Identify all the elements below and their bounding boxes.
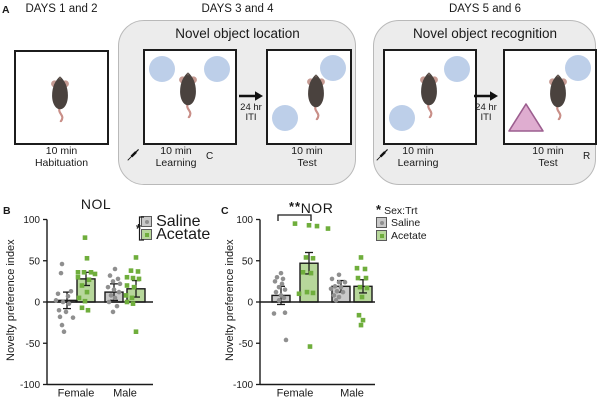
svg-text:50: 50 [242, 256, 254, 267]
svg-text:100: 100 [23, 215, 40, 226]
legend-item-acetate: Acetate [141, 226, 210, 243]
significance-bracket [277, 214, 312, 221]
novel-object-triangle [508, 103, 544, 132]
days-3-4-title: DAYS 3 and 4 [201, 3, 274, 15]
mouse-icon [301, 70, 331, 122]
nol-learning-caption: 10 min Learning [155, 145, 197, 169]
legend-item-saline: Saline [376, 216, 427, 229]
nor-iti-label: 24 hr ITI [475, 102, 497, 123]
legend-bracket [138, 216, 144, 241]
nol-iti-label: 24 hr ITI [240, 102, 262, 123]
mouse-icon [543, 70, 573, 122]
significance-stars: ** [288, 199, 302, 214]
nor-learning-caption: 10 min Learning [397, 145, 439, 169]
significance-star: * [376, 202, 382, 217]
legend-item-saline: Saline [141, 213, 210, 230]
nol-chart-title: NOL [80, 196, 112, 212]
nol-test-caption: 10 min Test [291, 145, 323, 169]
svg-text:50: 50 [29, 256, 41, 267]
object-circle [389, 105, 415, 131]
svg-text:Male: Male [113, 388, 137, 400]
svg-text:Female: Female [58, 388, 95, 400]
nol-chart: -100 -50 0 50 100 Female Male [20, 215, 153, 400]
object-circle [565, 55, 591, 81]
svg-text:0: 0 [34, 298, 40, 309]
svg-text:-50: -50 [26, 339, 41, 350]
mouse-icon [45, 72, 75, 124]
nor-diagram-title: Novel object recognition [412, 26, 558, 41]
mouse-icon [414, 68, 444, 120]
nol-legend: * Saline Acetate [136, 213, 210, 243]
interaction-note: * Sex:Trt [376, 202, 418, 217]
days-1-2-title: DAYS 1 and 2 [25, 3, 98, 15]
object-circle [204, 56, 230, 82]
biorender-letter-r: R [583, 151, 591, 162]
object-circle [444, 56, 470, 82]
object-circle [320, 55, 346, 81]
nol-chart-panel: B NOL Novelty preference index -100 -50 0 5… [0, 193, 213, 400]
svg-text:Female: Female [277, 388, 314, 400]
syringe-icon [127, 148, 140, 161]
nor-legend: * Sex:Trt Saline Acetate [376, 202, 427, 242]
nor-test-caption: 10 min Test [532, 145, 564, 169]
nor-chart: -100 -50 0 50 100 Female Male [233, 215, 375, 400]
nol-test-arena [266, 49, 352, 145]
panel-label-c: C [221, 205, 229, 217]
habituation-caption: 10 min Habituation [34, 145, 89, 169]
svg-text:0: 0 [247, 298, 253, 309]
nor-chart-title: NOR [300, 200, 334, 216]
biorender-letter-c: C [206, 151, 214, 162]
legend-item-acetate: Acetate [376, 229, 427, 242]
svg-text:-100: -100 [233, 380, 253, 391]
object-circle [272, 105, 298, 131]
nol-learning-arena [143, 49, 237, 145]
habituation-arena [14, 50, 109, 145]
mouse-icon [173, 68, 203, 120]
object-circle [149, 56, 175, 82]
acetate-swatch [376, 230, 387, 241]
nol-diagram-title: Novel object location [175, 26, 300, 41]
svg-text:100: 100 [236, 215, 253, 226]
acetate-swatch [141, 229, 153, 240]
arrow-icon [473, 90, 499, 102]
days-5-6-title: DAYS 5 and 6 [448, 3, 522, 15]
nor-test-arena [503, 49, 597, 145]
significance-star: * [136, 220, 142, 236]
nor-chart-panel: C NOR Novelty preference index ** -100 -5… [213, 193, 480, 400]
panel-label-a: A [2, 4, 10, 16]
svg-text:-100: -100 [20, 380, 40, 391]
svg-text:Male: Male [340, 388, 364, 400]
saline-swatch [141, 216, 153, 227]
svg-text:-50: -50 [239, 339, 254, 350]
nor-learning-arena [383, 49, 477, 145]
panel-label-b: B [3, 205, 11, 217]
saline-swatch [376, 217, 387, 228]
arrow-icon [238, 90, 264, 102]
